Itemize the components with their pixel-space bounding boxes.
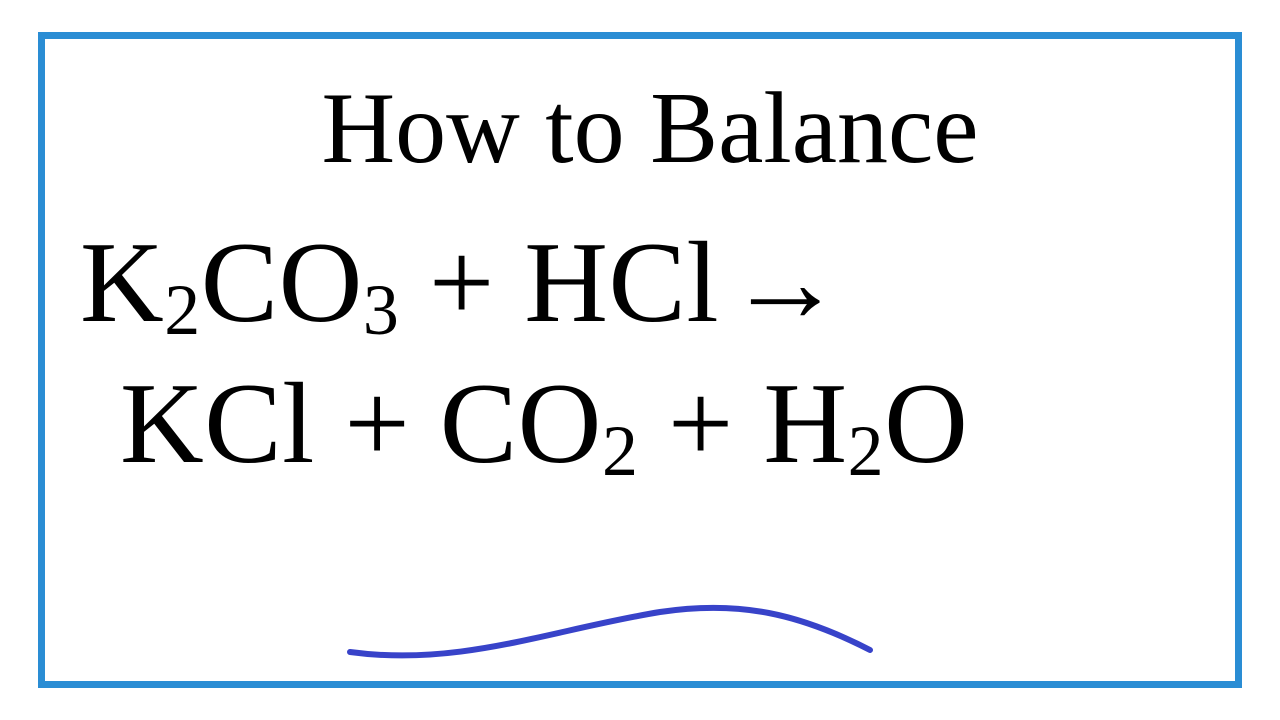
formula-HCl: HCl — [524, 219, 719, 347]
plus-operator: + — [315, 360, 440, 488]
plus-operator: + — [638, 360, 763, 488]
formula-K2CO3: K2CO3 — [80, 219, 399, 347]
plus-operator: + — [399, 219, 524, 347]
equation-reactants-line: K2CO3 + HCl → — [80, 217, 1220, 350]
equation-products-line: KCl + CO2 + H2O — [120, 358, 1220, 491]
reaction-arrow: → — [719, 217, 852, 350]
formula-KCl: KCl — [120, 360, 315, 488]
slide-content: How to Balance K2CO3 + HCl → KCl + CO2 +… — [80, 70, 1220, 499]
formula-H2O: H2O — [763, 360, 968, 488]
formula-CO2: CO2 — [440, 360, 639, 488]
slide-title: How to Balance — [80, 70, 1220, 187]
underline-squiggle — [340, 592, 900, 672]
